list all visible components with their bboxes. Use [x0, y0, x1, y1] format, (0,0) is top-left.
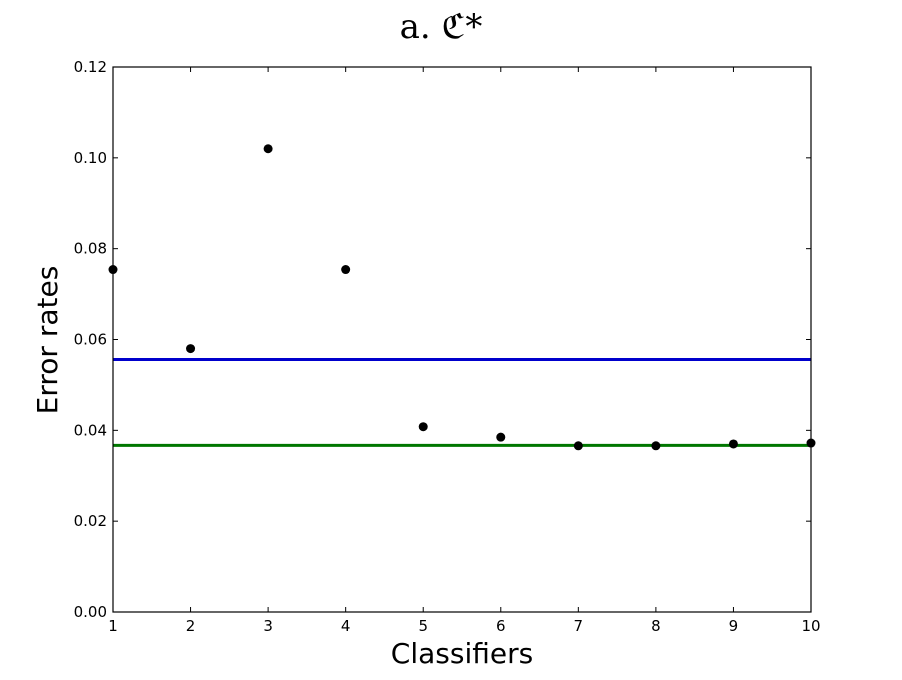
data-point: [728, 439, 738, 449]
x-tick-label: 9: [729, 617, 739, 635]
y-tick-label: 0.08: [74, 240, 107, 258]
plot-area: [108, 144, 816, 451]
data-point: [263, 144, 273, 154]
data-point: [186, 344, 196, 354]
x-tick-label: 3: [263, 617, 273, 635]
data-point: [496, 432, 506, 442]
x-tick-label: 4: [341, 617, 351, 635]
data-point: [341, 265, 351, 275]
x-tick-label: 1: [108, 617, 118, 635]
plot-frame: [112, 66, 812, 613]
y-tick-label: 0.12: [74, 58, 107, 76]
y-axis-label: Error rates: [31, 266, 64, 415]
y-tick-label: 0.04: [74, 421, 107, 439]
data-point: [651, 441, 661, 451]
x-axis-label: Classifiers: [391, 637, 533, 670]
data-point: [418, 422, 428, 432]
x-tick-label: 10: [801, 617, 820, 635]
x-tick-label: 7: [574, 617, 584, 635]
x-tick-label: 5: [418, 617, 428, 635]
y-tick-label: 0.00: [74, 603, 107, 621]
x-tick-label: 2: [186, 617, 196, 635]
x-axis: 1 2 3 4 5 6 7 8 9 10: [108, 67, 821, 635]
data-point: [573, 441, 583, 451]
chart-title: a. ℭ*: [400, 7, 483, 47]
y-tick-label: 0.06: [74, 331, 107, 349]
y-tick-label: 0.02: [74, 512, 107, 530]
y-axis: 0.00 0.02 0.04 0.06 0.08 0.10 0.12: [74, 58, 811, 621]
x-tick-label: 8: [651, 617, 661, 635]
x-tick-label: 6: [496, 617, 506, 635]
y-tick-label: 0.10: [74, 149, 107, 167]
